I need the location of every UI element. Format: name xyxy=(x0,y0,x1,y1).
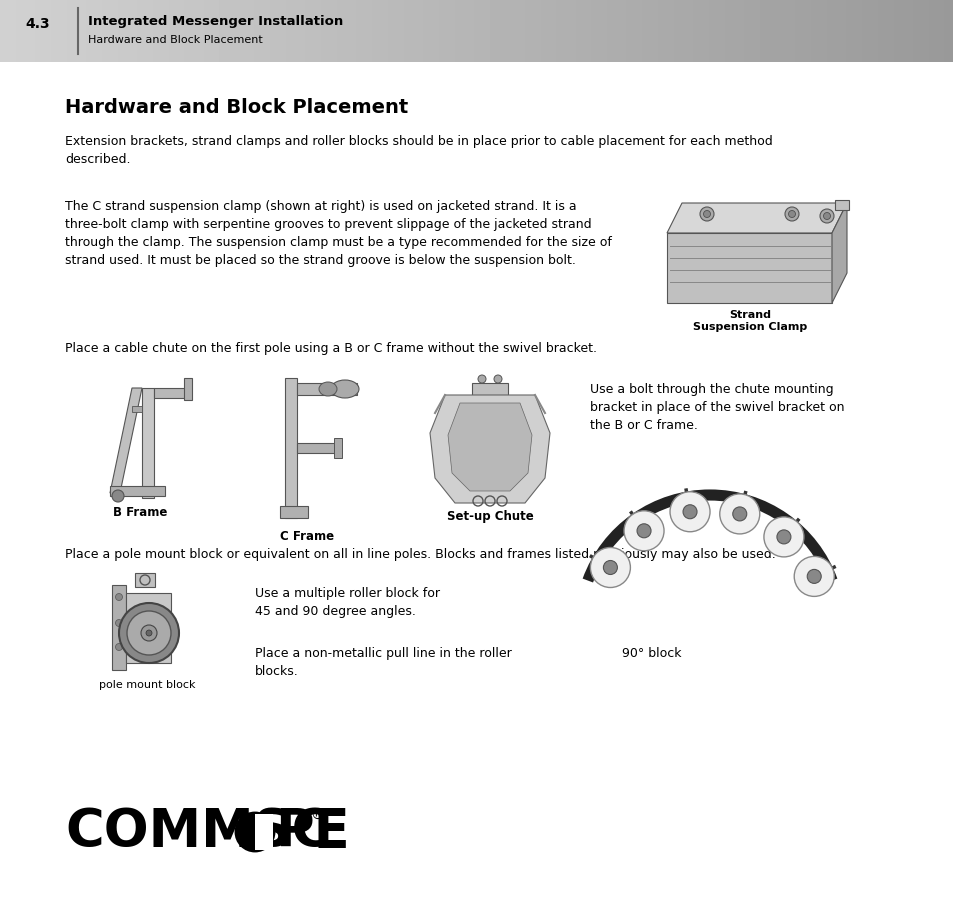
Circle shape xyxy=(700,207,713,221)
Circle shape xyxy=(776,530,790,544)
Text: Place a pole mount block or equivalent on all in line poles. Blocks and frames l: Place a pole mount block or equivalent o… xyxy=(65,548,775,561)
Circle shape xyxy=(494,375,501,383)
Bar xyxy=(834,200,848,210)
Ellipse shape xyxy=(331,380,358,398)
Circle shape xyxy=(784,207,799,221)
Circle shape xyxy=(822,212,830,219)
Text: Extension brackets, strand clamps and roller blocks should be in place prior to : Extension brackets, strand clamps and ro… xyxy=(65,135,772,166)
Circle shape xyxy=(115,593,122,601)
Circle shape xyxy=(820,209,833,223)
Polygon shape xyxy=(254,814,273,850)
Text: Hardware and Block Placement: Hardware and Block Placement xyxy=(88,35,262,45)
Circle shape xyxy=(637,524,650,538)
Text: ®: ® xyxy=(310,809,323,823)
Circle shape xyxy=(788,210,795,218)
Circle shape xyxy=(236,814,273,850)
Circle shape xyxy=(682,504,697,519)
Circle shape xyxy=(732,507,746,521)
Bar xyxy=(142,388,153,498)
Polygon shape xyxy=(448,403,532,491)
Circle shape xyxy=(763,517,803,556)
Circle shape xyxy=(669,492,709,531)
Text: Use a multiple roller block for
45 and 90 degree angles.: Use a multiple roller block for 45 and 9… xyxy=(254,587,439,618)
Text: Place a non-metallic pull line in the roller
blocks.: Place a non-metallic pull line in the ro… xyxy=(254,647,511,678)
Circle shape xyxy=(603,560,617,574)
Bar xyxy=(132,406,142,412)
Wedge shape xyxy=(236,814,254,850)
Circle shape xyxy=(146,630,152,636)
Circle shape xyxy=(623,511,663,551)
Text: COMMSC: COMMSC xyxy=(65,806,330,858)
Text: B Frame: B Frame xyxy=(112,506,167,519)
Polygon shape xyxy=(831,203,846,303)
Circle shape xyxy=(141,625,157,641)
Text: Use a bolt through the chute mounting
bracket in place of the swivel bracket on
: Use a bolt through the chute mounting br… xyxy=(589,383,843,432)
Polygon shape xyxy=(666,233,831,303)
Bar xyxy=(280,506,308,518)
Bar xyxy=(296,383,356,395)
Text: Place a cable chute on the first pole using a B or C frame without the swivel br: Place a cable chute on the first pole us… xyxy=(65,342,597,355)
Text: Strand
Suspension Clamp: Strand Suspension Clamp xyxy=(692,310,806,333)
Circle shape xyxy=(115,619,122,627)
Circle shape xyxy=(590,547,630,588)
Bar xyxy=(334,438,341,458)
Bar xyxy=(184,378,192,400)
Text: PE: PE xyxy=(274,806,349,858)
Circle shape xyxy=(806,569,821,583)
Text: 90° block: 90° block xyxy=(621,647,680,660)
Text: Set-up Chute: Set-up Chute xyxy=(446,510,533,523)
Circle shape xyxy=(127,611,171,655)
Bar xyxy=(296,443,338,453)
Circle shape xyxy=(119,603,179,663)
Text: 4.3: 4.3 xyxy=(26,17,51,31)
Text: Integrated Messenger Installation: Integrated Messenger Installation xyxy=(88,14,343,28)
Circle shape xyxy=(719,494,759,534)
Text: The C strand suspension clamp (shown at right) is used on jacketed strand. It is: The C strand suspension clamp (shown at … xyxy=(65,200,611,267)
Polygon shape xyxy=(430,395,550,503)
Text: pole mount block: pole mount block xyxy=(99,680,195,690)
Circle shape xyxy=(794,556,833,596)
Text: C Frame: C Frame xyxy=(279,530,334,543)
Bar xyxy=(126,593,171,663)
Bar xyxy=(153,388,189,398)
Bar xyxy=(110,486,165,496)
Circle shape xyxy=(112,490,124,502)
Bar xyxy=(472,383,507,395)
Polygon shape xyxy=(110,388,142,493)
Circle shape xyxy=(477,375,485,383)
Ellipse shape xyxy=(318,382,336,396)
Circle shape xyxy=(115,644,122,651)
Bar xyxy=(135,573,154,587)
Bar xyxy=(285,378,296,518)
Text: Hardware and Block Placement: Hardware and Block Placement xyxy=(65,98,408,117)
Polygon shape xyxy=(666,203,846,233)
Bar xyxy=(112,585,126,670)
Circle shape xyxy=(702,210,710,218)
